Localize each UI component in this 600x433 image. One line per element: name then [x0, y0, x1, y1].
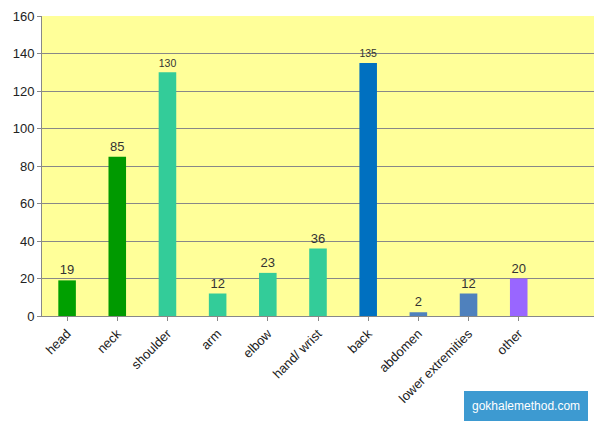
svg-text:head: head [43, 326, 74, 357]
svg-text:20: 20 [511, 261, 525, 276]
svg-text:140: 140 [13, 46, 35, 61]
svg-text:135: 135 [359, 47, 377, 59]
svg-text:neck: neck [94, 326, 124, 356]
svg-text:60: 60 [20, 196, 34, 211]
svg-text:85: 85 [110, 139, 124, 154]
svg-text:120: 120 [13, 84, 35, 99]
svg-text:12: 12 [461, 276, 475, 291]
svg-text:20: 20 [20, 271, 34, 286]
svg-text:160: 160 [13, 9, 35, 24]
svg-text:abdomen: abdomen [376, 326, 425, 375]
svg-text:shoulder: shoulder [128, 326, 174, 372]
svg-text:80: 80 [20, 159, 34, 174]
svg-text:36: 36 [311, 231, 325, 246]
svg-text:elbow: elbow [240, 326, 275, 361]
svg-text:2: 2 [415, 294, 422, 309]
svg-text:100: 100 [13, 121, 35, 136]
svg-text:23: 23 [261, 255, 275, 270]
svg-text:40: 40 [20, 234, 34, 249]
svg-text:130: 130 [159, 57, 177, 69]
svg-text:12: 12 [210, 276, 224, 291]
svg-text:19: 19 [60, 262, 74, 277]
svg-text:0: 0 [27, 309, 34, 324]
svg-text:arm: arm [198, 326, 224, 352]
svg-text:gokhalemethod.com: gokhalemethod.com [472, 399, 580, 413]
svg-text:back: back [345, 326, 375, 356]
svg-text:hand/ wrist: hand/ wrist [270, 326, 325, 381]
svg-text:lower extremities: lower extremities [396, 326, 476, 406]
svg-text:other: other [494, 326, 526, 358]
